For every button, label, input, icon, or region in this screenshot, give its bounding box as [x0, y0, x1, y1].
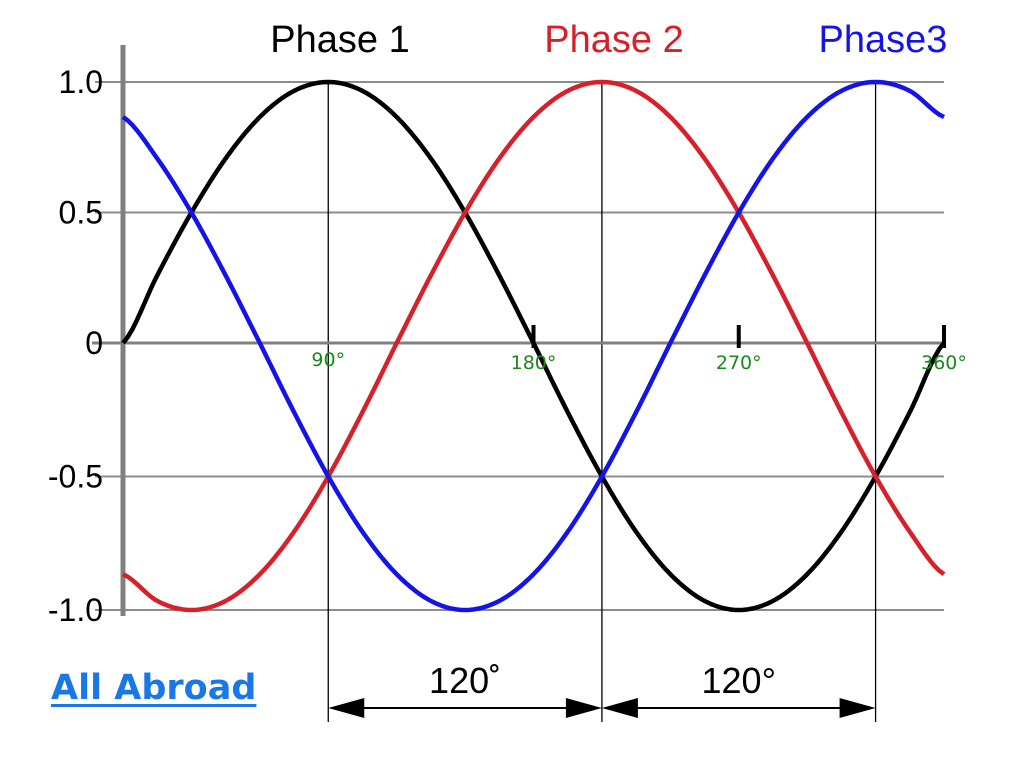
brand-link[interactable]: All Abroad: [51, 668, 257, 708]
x-tick-label: 360°: [921, 352, 967, 374]
legend: Phase 1 Phase 2 Phase3: [270, 19, 947, 61]
y-tick-label: 1.0: [59, 64, 103, 100]
y-tick-label: 0: [85, 325, 103, 361]
annotation-arrowhead-right: [565, 698, 602, 718]
annotation-arrowhead-right: [839, 698, 876, 718]
annotation-arrowhead-left: [328, 698, 365, 718]
y-tick-label: -0.5: [48, 459, 103, 495]
x-ticks: 90° 180° 270° 360°: [311, 325, 967, 374]
legend-item-2: Phase 2: [544, 19, 683, 61]
y-tick-label: 0.5: [59, 195, 103, 231]
legend-item-1: Phase 1: [270, 19, 409, 61]
y-tick-labels: 1.0 0.5 0 -0.5 -1.0: [48, 64, 103, 628]
phase-marker-lines: [327, 82, 877, 722]
x-tick-label: 90°: [311, 349, 345, 371]
annotation-label: 120˚: [429, 660, 501, 701]
axes: [92, 45, 944, 616]
y-tick-label: -1.0: [48, 592, 103, 628]
legend-item-3: Phase3: [819, 19, 948, 61]
series-line-3: [121, 79, 946, 613]
phase-shift-annotations: 120˚ 120°: [328, 660, 876, 718]
x-tick-label: 180°: [511, 352, 557, 374]
series-line-2: [121, 79, 946, 613]
annotation-label: 120°: [702, 660, 776, 701]
x-tick-label: 270°: [716, 352, 762, 374]
annotation-arrowhead-left: [601, 698, 638, 718]
